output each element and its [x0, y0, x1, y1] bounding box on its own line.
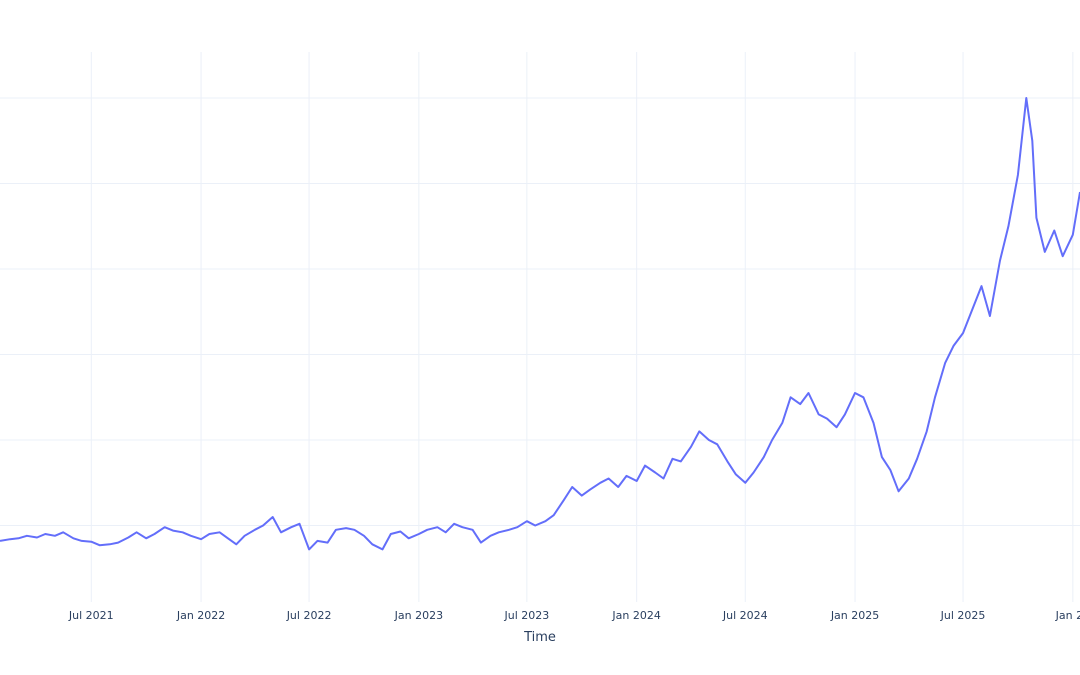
x-tick-label: Jul 2022 — [286, 609, 332, 622]
x-tick-label: Jan 2025 — [830, 609, 879, 622]
x-tick-label: Jan 20 — [1055, 609, 1080, 622]
x-tick-label: Jul 2024 — [722, 609, 768, 622]
x-tick-label: Jul 2025 — [940, 609, 986, 622]
series-line — [0, 97, 1080, 551]
x-tick-label: Jan 2024 — [611, 609, 660, 622]
x-tick-label: Jul 2023 — [503, 609, 549, 622]
grid-layer — [0, 52, 1080, 602]
x-axis-title: Time — [523, 630, 556, 645]
x-tick-labels: Jul 2021 Jan 2022 Jul 2022 Jan 2023 Jul 2023… — [68, 609, 1080, 622]
x-tick-label: Jan 2023 — [394, 609, 443, 622]
line-layer — [0, 97, 1080, 551]
x-tick-label: Jan 2022 — [176, 609, 225, 622]
x-tick-label: Jul 2021 — [68, 609, 114, 622]
